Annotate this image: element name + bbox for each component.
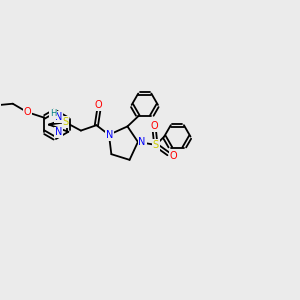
Text: N: N (55, 128, 63, 137)
Text: O: O (95, 100, 103, 110)
Text: N: N (55, 112, 63, 122)
Text: S: S (153, 140, 159, 150)
Text: O: O (151, 121, 158, 131)
Text: S: S (62, 117, 68, 127)
Text: O: O (23, 107, 31, 117)
Text: O: O (170, 151, 178, 161)
Text: H: H (50, 110, 56, 118)
Text: N: N (138, 137, 146, 147)
Text: N: N (106, 130, 113, 140)
